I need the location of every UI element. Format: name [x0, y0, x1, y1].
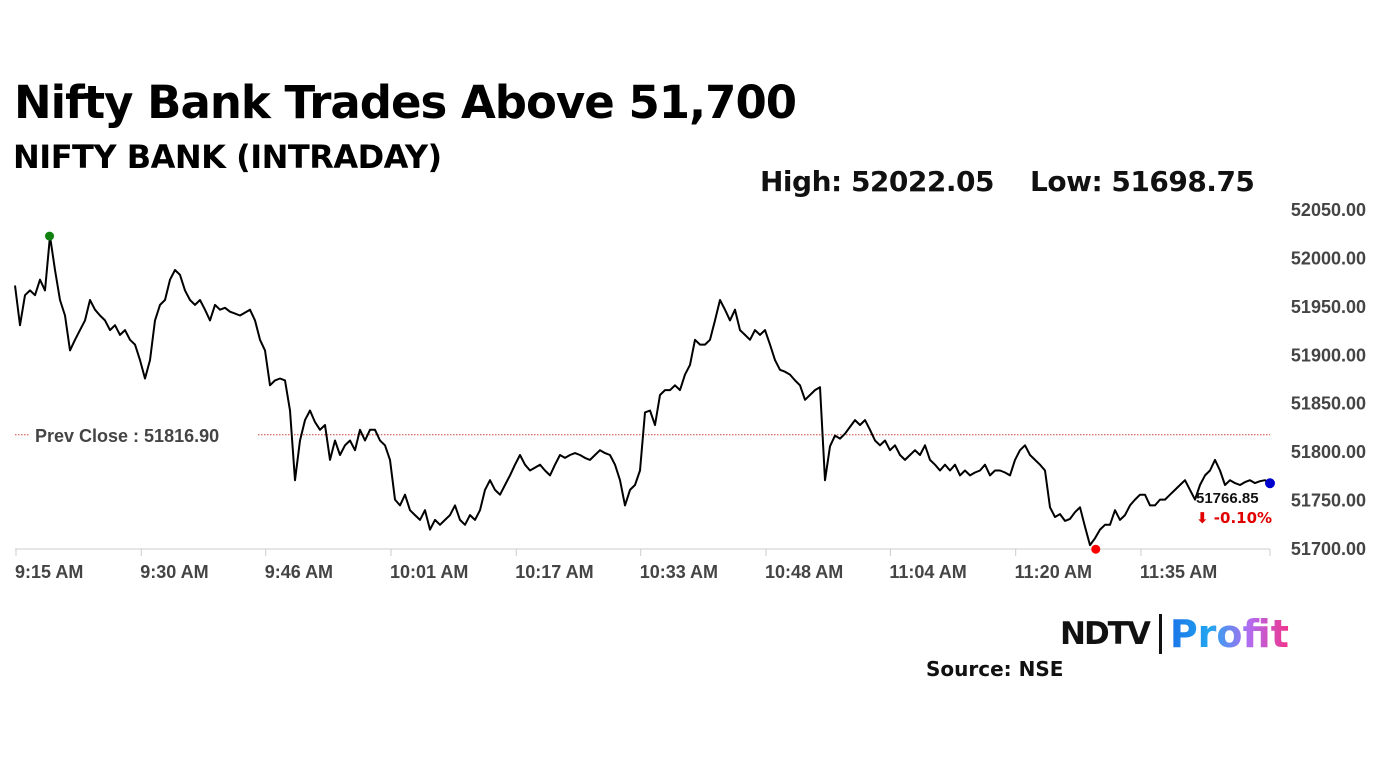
y-tick-label: 51850.00	[1291, 394, 1366, 414]
prev-close-label-bg	[30, 421, 258, 446]
y-tick-label: 51950.00	[1291, 297, 1366, 317]
last-price-marker	[1265, 478, 1275, 489]
high-label: High: 52022.05	[760, 165, 994, 198]
x-tick-label: 9:46 AM	[265, 562, 333, 582]
x-tick-label: 10:48 AM	[765, 562, 843, 582]
x-tick-label: 9:15 AM	[15, 562, 83, 582]
low-marker	[1091, 544, 1101, 554]
last-value-label: 51766.85	[1196, 490, 1259, 507]
source-label: Source: NSE	[926, 657, 1064, 681]
y-tick-label: 51900.00	[1291, 345, 1366, 365]
x-tick-label: 10:17 AM	[515, 562, 593, 582]
ndtv-profit-logo: NDTV Profit	[1060, 612, 1289, 656]
prev-close-label: Prev Close : 51816.90	[35, 426, 219, 446]
y-tick-label: 51800.00	[1291, 442, 1366, 462]
high-marker	[45, 231, 55, 241]
last-change-label: ⬇ -0.10%	[1196, 509, 1272, 527]
logo-ndtv: NDTV	[1060, 616, 1151, 652]
chart-subtitle: NIFTY BANK (INTRADAY)	[13, 138, 442, 176]
logo-divider	[1158, 614, 1162, 654]
y-tick-label: 51750.00	[1291, 491, 1366, 511]
y-tick-label: 52050.00	[1291, 200, 1366, 220]
x-tick-label: 10:01 AM	[390, 562, 468, 582]
price-line	[14, 235, 1271, 547]
x-tick-label: 11:20 AM	[1015, 562, 1092, 582]
logo-profit: Profit	[1169, 612, 1289, 656]
y-tick-label: 51700.00	[1291, 539, 1366, 559]
y-tick-label: 52000.00	[1291, 248, 1366, 268]
low-label: Low: 51698.75	[1030, 165, 1255, 198]
chart-title: Nifty Bank Trades Above 51,700	[14, 76, 797, 129]
x-tick-label: 11:35 AM	[1140, 562, 1217, 582]
x-tick-label: 10:33 AM	[640, 562, 718, 582]
x-tick-label: 11:04 AM	[889, 562, 966, 582]
x-tick-label: 9:30 AM	[140, 562, 208, 582]
